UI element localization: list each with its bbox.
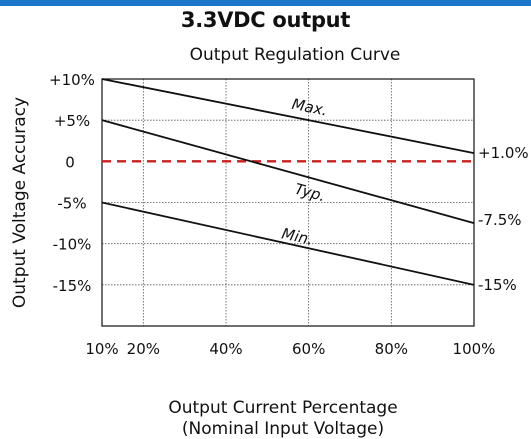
series-end-label: -7.5%	[478, 211, 522, 229]
y-axis-label: Output Voltage Accuracy	[10, 97, 30, 308]
x-tick-label: 40%	[209, 340, 242, 358]
series-end-label: +1.0%	[478, 144, 529, 162]
y-tick-label: +10%	[49, 71, 95, 89]
y-tick-label: 0	[65, 153, 75, 171]
page-title: 3.3VDC output	[180, 8, 351, 32]
x-axis-sublabel: (Nominal Input Voltage)	[182, 419, 384, 439]
series-line-max	[101, 78, 475, 154]
series-line-typ	[101, 119, 475, 224]
series-name-label: Typ.	[293, 180, 328, 206]
x-tick-label: 60%	[292, 340, 325, 358]
x-tick-label: 10%	[85, 340, 118, 358]
y-tick-label: -10%	[53, 236, 92, 254]
y-tick-label: -5%	[57, 195, 86, 213]
x-tick-label: 80%	[375, 340, 408, 358]
series-name-label: Max.	[290, 95, 329, 120]
chart-title: Output Regulation Curve	[190, 45, 401, 65]
series-line-min	[101, 201, 475, 286]
y-tick-label: -15%	[53, 277, 92, 295]
x-axis-label: Output Current Percentage	[168, 398, 397, 418]
x-tick-label: 20%	[127, 340, 160, 358]
header-accent-bar	[0, 0, 531, 6]
y-tick-label: +5%	[54, 112, 90, 130]
series-name-label: Min.	[280, 224, 315, 248]
x-tick-label: 100%	[453, 340, 496, 358]
series-end-label: -15%	[478, 276, 517, 294]
